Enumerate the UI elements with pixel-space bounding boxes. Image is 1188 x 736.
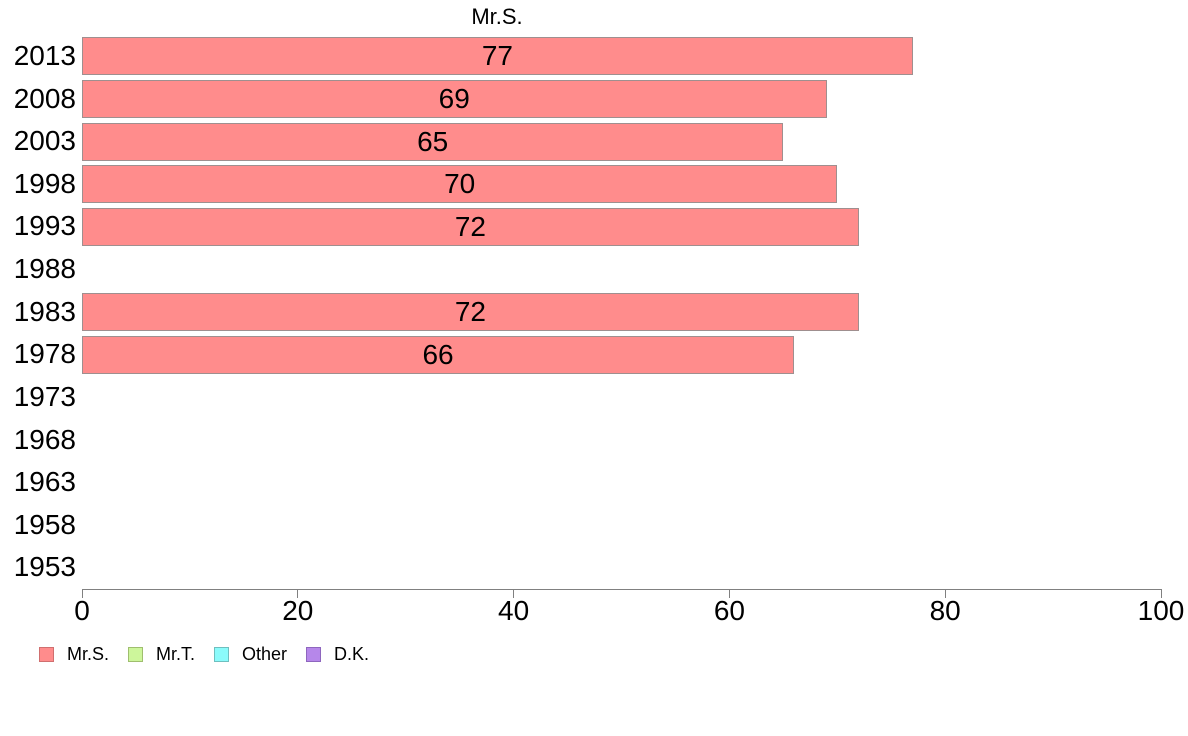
bar: [82, 335, 795, 374]
legend: Mr.S. Mr.T. Other D.K.: [39, 644, 369, 665]
y-axis-label: 1998: [13, 167, 76, 199]
y-axis-label: 1993: [13, 210, 76, 242]
bar-value-label: 77: [481, 40, 513, 72]
bar-value-label: 66: [422, 338, 454, 370]
x-axis-tick-label: 60: [713, 595, 745, 626]
legend-label: Mr.S.: [67, 644, 110, 664]
x-axis-tick: [297, 589, 299, 598]
legend-item: Mr.S.: [39, 644, 109, 665]
bar: [82, 207, 859, 246]
x-axis-tick: [944, 589, 946, 598]
x-axis-tick: [81, 589, 83, 598]
y-axis-label: 1983: [13, 295, 76, 327]
bar: [82, 122, 784, 161]
bar: [82, 37, 913, 76]
legend-item: Other: [214, 644, 287, 665]
legend-label: D.K.: [334, 644, 370, 664]
x-axis-tick-label: 20: [282, 595, 314, 626]
legend-swatch: [128, 647, 144, 662]
x-axis-tick: [513, 589, 515, 598]
y-axis-label: 1963: [13, 466, 76, 498]
y-axis-label: 1988: [13, 253, 76, 285]
legend-label: Other: [242, 644, 288, 664]
bar: [82, 79, 827, 118]
x-axis-tick-label: 100: [1137, 595, 1185, 626]
x-axis-tick: [1160, 589, 1162, 598]
bar-value-label: 72: [454, 210, 487, 242]
chart-title: Mr.S.: [471, 4, 523, 29]
bar-value-label: 69: [438, 82, 470, 114]
y-axis-label: 2003: [13, 125, 76, 157]
legend-swatch: [39, 647, 54, 662]
x-axis-line: [82, 589, 1162, 590]
legend-swatch: [214, 647, 230, 662]
y-axis-label: 1978: [13, 338, 76, 370]
x-axis-tick: [728, 589, 730, 598]
bar: [82, 293, 859, 331]
y-axis-label: 2013: [13, 40, 76, 71]
x-axis-tick-label: 80: [929, 595, 961, 626]
legend-item: D.K.: [306, 644, 369, 665]
legend-swatch: [306, 647, 322, 662]
y-axis-label: 1953: [13, 551, 76, 583]
legend-item: Mr.T.: [128, 644, 195, 665]
y-axis-label: 1968: [13, 423, 76, 455]
x-axis-tick-label: 40: [498, 595, 530, 626]
legend-label: Mr.T.: [156, 644, 196, 664]
y-axis-label: 1973: [13, 380, 76, 412]
bar-value-label: 70: [444, 168, 476, 200]
bar: [82, 165, 838, 204]
bar-value-label: 65: [417, 125, 449, 157]
x-axis-tick-label: 0: [74, 595, 90, 626]
y-axis-label: 2008: [13, 82, 76, 114]
y-axis-label: 1958: [13, 508, 76, 540]
bar-value-label: 72: [454, 296, 487, 327]
